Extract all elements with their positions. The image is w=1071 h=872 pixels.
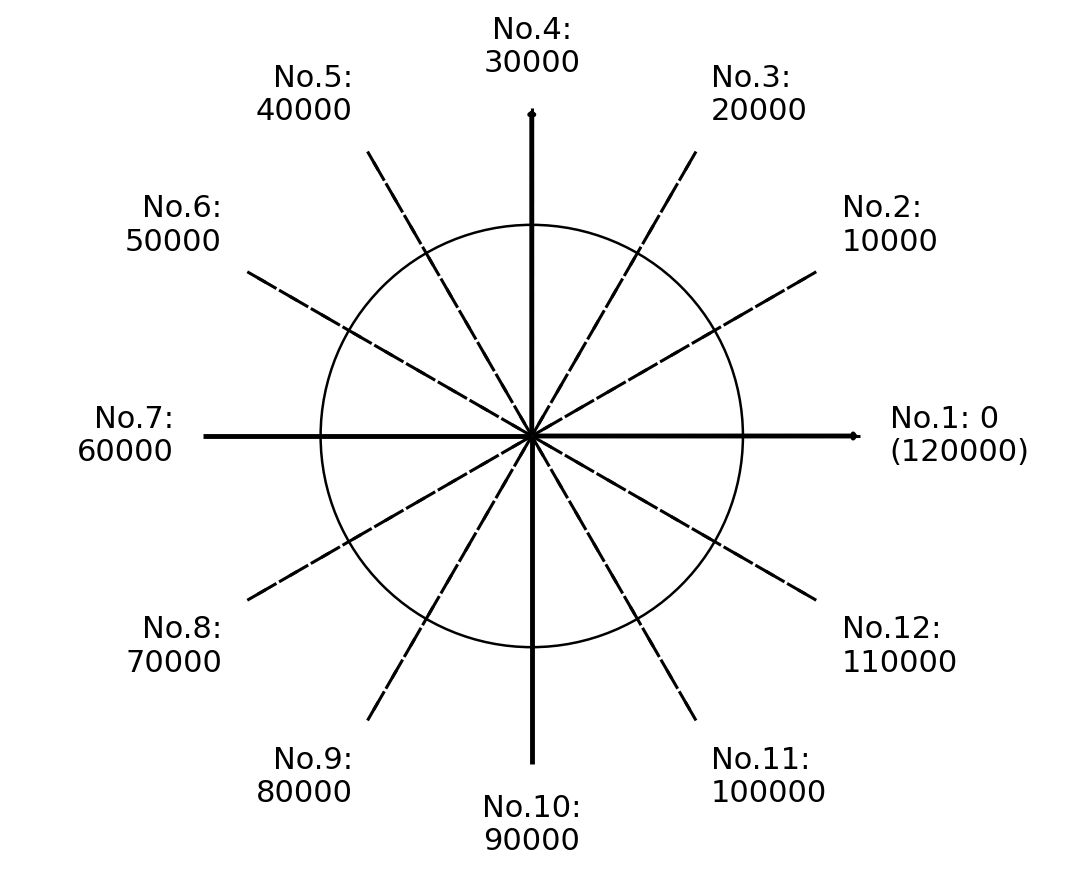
Text: No.6:
50000: No.6: 50000: [125, 194, 222, 257]
Text: No.4:
30000: No.4: 30000: [483, 16, 580, 78]
Text: No.3:
20000: No.3: 20000: [711, 64, 808, 126]
Text: No.7:
60000: No.7: 60000: [77, 405, 174, 467]
Text: No.2:
10000: No.2: 10000: [842, 194, 938, 257]
Text: No.12:
110000: No.12: 110000: [842, 615, 957, 678]
Text: No.9:
80000: No.9: 80000: [256, 746, 352, 808]
Text: No.10:
90000: No.10: 90000: [482, 794, 582, 856]
Text: No.5:
40000: No.5: 40000: [256, 64, 352, 126]
Text: No.11:
100000: No.11: 100000: [711, 746, 827, 808]
Text: No.1: 0
(120000): No.1: 0 (120000): [890, 405, 1029, 467]
Text: No.8:
70000: No.8: 70000: [125, 615, 222, 678]
